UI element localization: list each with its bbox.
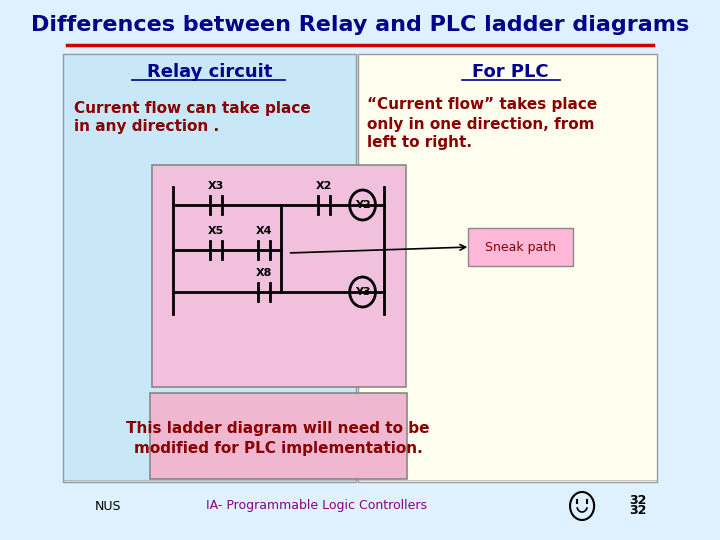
Text: 32: 32: [629, 495, 647, 508]
Text: X8: X8: [256, 268, 271, 278]
FancyBboxPatch shape: [359, 54, 657, 482]
Text: X4: X4: [256, 226, 272, 236]
FancyBboxPatch shape: [150, 393, 408, 479]
Text: Sneak path: Sneak path: [485, 240, 557, 253]
Text: Current flow can take place: Current flow can take place: [74, 100, 311, 116]
Text: This ladder diagram will need to be: This ladder diagram will need to be: [127, 421, 430, 435]
FancyBboxPatch shape: [63, 54, 356, 482]
Text: For PLC: For PLC: [472, 63, 549, 81]
Text: Y3: Y3: [355, 287, 370, 297]
Text: only in one direction, from: only in one direction, from: [367, 117, 595, 132]
FancyBboxPatch shape: [469, 228, 573, 266]
Text: X5: X5: [208, 226, 225, 236]
Text: modified for PLC implementation.: modified for PLC implementation.: [134, 442, 423, 456]
Text: left to right.: left to right.: [367, 136, 472, 151]
Text: NUS: NUS: [95, 500, 122, 512]
Text: “Current flow” takes place: “Current flow” takes place: [367, 98, 597, 112]
Text: X2: X2: [315, 181, 332, 191]
Text: Relay circuit: Relay circuit: [147, 63, 272, 81]
FancyBboxPatch shape: [152, 165, 405, 387]
Text: IA- Programmable Logic Controllers: IA- Programmable Logic Controllers: [207, 500, 428, 512]
Text: 32: 32: [629, 504, 647, 517]
Text: X3: X3: [208, 181, 225, 191]
Text: Y2: Y2: [355, 200, 371, 210]
Text: Differences between Relay and PLC ladder diagrams: Differences between Relay and PLC ladder…: [31, 15, 689, 35]
Text: in any direction .: in any direction .: [74, 119, 220, 134]
